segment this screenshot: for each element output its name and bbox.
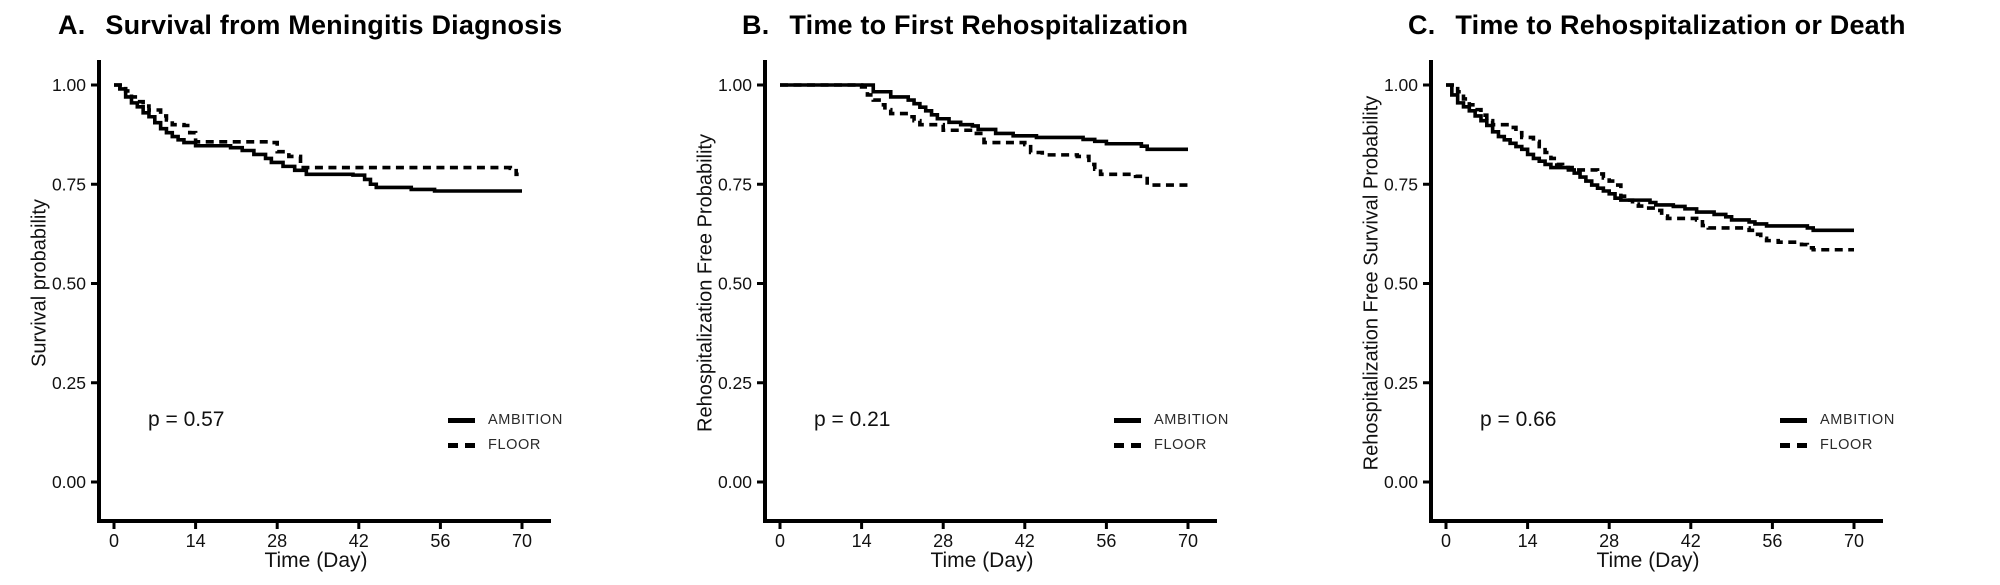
panel-a-title-text: Survival from Meningitis Diagnosis	[105, 10, 563, 40]
panel-c-title-text: Time to Rehospitalization or Death	[1455, 10, 1906, 40]
legend-label-ambition: AMBITION	[1820, 412, 1895, 428]
panel-a-x-axis-title: Time (Day)	[264, 549, 368, 572]
panel-b-title: B. Time to First Rehospitalization	[742, 10, 1188, 41]
legend-label-ambition: AMBITION	[488, 412, 563, 428]
panel-a-p-value: p = 0.57	[148, 408, 225, 431]
x-tick-label: 14	[1518, 531, 1538, 551]
legend-label-floor: FLOOR	[488, 437, 541, 453]
x-tick-label: 42	[349, 531, 369, 551]
panel-a-legend: AMBITION FLOOR	[448, 412, 563, 453]
km-plot-b: 1.00 0.75 0.50 0.25 0.00 0 14 28 42 56 70	[718, 60, 1217, 551]
legend-row-ambition: AMBITION	[1780, 412, 1895, 428]
y-tick-label: 0.25	[1384, 373, 1418, 393]
x-tick-label: 56	[1762, 531, 1782, 551]
km-curve-floor	[1446, 83, 1854, 252]
x-tick-label: 42	[1681, 531, 1701, 551]
panel-b: B. Time to First Rehospitalization 1.00 0.…	[666, 0, 1332, 585]
panel-c: C. Time to Rehospitalization or Death 1.0…	[1332, 0, 1998, 585]
y-tick-label: 1.00	[718, 75, 752, 95]
y-tick-label: 0.50	[52, 274, 86, 294]
panel-b-label: B.	[742, 10, 770, 40]
panel-c-legend: AMBITION FLOOR	[1780, 412, 1895, 453]
legend-row-floor: FLOOR	[1114, 437, 1229, 453]
y-tick-label: 1.00	[52, 75, 86, 95]
panel-a-y-axis-title: Survival probability	[28, 199, 51, 367]
x-tick-label: 28	[1599, 531, 1619, 551]
panel-b-legend: AMBITION FLOOR	[1114, 412, 1229, 453]
x-tick-label: 0	[109, 531, 119, 551]
panel-a-label: A.	[58, 10, 86, 40]
km-plot-c: 1.00 0.75 0.50 0.25 0.00 0 14 28 42 56 70	[1384, 60, 1883, 551]
km-curve-ambition	[114, 83, 522, 193]
panel-b-y-axis-title: Rehospitalization Free Probability	[694, 134, 717, 432]
solid-line-key-icon	[1780, 417, 1807, 423]
y-tick-label: 0.25	[718, 373, 752, 393]
x-tick-label: 28	[933, 531, 953, 551]
solid-line-key-icon	[1114, 417, 1141, 423]
y-tick-label: 0.75	[718, 174, 752, 194]
x-tick-label: 42	[1015, 531, 1035, 551]
legend-row-floor: FLOOR	[448, 437, 563, 453]
y-tick-label: 0.75	[52, 174, 86, 194]
dashed-line-key-icon	[1780, 442, 1807, 448]
y-tick-label: 0.00	[52, 472, 86, 492]
y-tick-label: 0.00	[718, 472, 752, 492]
panel-a-title: A. Survival from Meningitis Diagnosis	[58, 10, 562, 41]
x-tick-label: 70	[1178, 531, 1198, 551]
km-curve-ambition	[1446, 83, 1854, 233]
legend-row-ambition: AMBITION	[1114, 412, 1229, 428]
y-tick-label: 0.50	[718, 274, 752, 294]
panel-c-x-axis-title: Time (Day)	[1596, 549, 1700, 572]
panel-c-y-axis-title: Rehospitalization Free Survival Probabil…	[1360, 95, 1383, 471]
dashed-line-key-icon	[1114, 442, 1141, 448]
legend-label-floor: FLOOR	[1820, 437, 1873, 453]
km-plot-a: 1.00 0.75 0.50 0.25 0.00 0 14 28 42 56 70	[52, 60, 551, 551]
panel-c-p-value: p = 0.66	[1480, 408, 1557, 431]
x-tick-label: 56	[430, 531, 450, 551]
y-tick-label: 0.25	[52, 373, 86, 393]
x-tick-label: 56	[1096, 531, 1116, 551]
x-tick-label: 0	[775, 531, 785, 551]
km-curve-floor	[114, 83, 522, 177]
legend-row-floor: FLOOR	[1780, 437, 1895, 453]
y-tick-label: 1.00	[1384, 75, 1418, 95]
panel-a: A. Survival from Meningitis Diagnosis 1.0…	[0, 0, 666, 585]
x-tick-label: 70	[1844, 531, 1864, 551]
legend-row-ambition: AMBITION	[448, 412, 563, 428]
panel-c-title: C. Time to Rehospitalization or Death	[1408, 10, 1906, 41]
panel-b-title-text: Time to First Rehospitalization	[789, 10, 1189, 40]
km-curve-floor	[780, 83, 1190, 187]
km-curve-ambition	[780, 83, 1188, 152]
legend-label-floor: FLOOR	[1154, 437, 1207, 453]
x-tick-label: 70	[512, 531, 532, 551]
x-tick-label: 0	[1441, 531, 1451, 551]
x-tick-label: 28	[267, 531, 287, 551]
dashed-line-key-icon	[448, 442, 475, 448]
x-tick-label: 14	[186, 531, 206, 551]
x-tick-label: 14	[852, 531, 872, 551]
y-tick-label: 0.00	[1384, 472, 1418, 492]
y-tick-label: 0.75	[1384, 174, 1418, 194]
panel-b-p-value: p = 0.21	[814, 408, 891, 431]
legend-label-ambition: AMBITION	[1154, 412, 1229, 428]
panel-b-x-axis-title: Time (Day)	[930, 549, 1034, 572]
y-tick-label: 0.50	[1384, 274, 1418, 294]
panel-c-label: C.	[1408, 10, 1436, 40]
solid-line-key-icon	[448, 417, 475, 423]
